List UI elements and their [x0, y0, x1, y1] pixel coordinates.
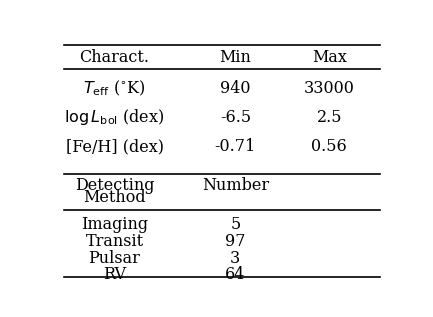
- Text: 5: 5: [230, 216, 240, 233]
- Text: $T_{\rm eff}$ ($^{\circ}$K): $T_{\rm eff}$ ($^{\circ}$K): [83, 78, 146, 98]
- Text: Detecting: Detecting: [75, 177, 154, 194]
- Text: 2.5: 2.5: [317, 109, 342, 126]
- Text: Number: Number: [202, 177, 269, 194]
- Text: $\log L_{\rm bol}$ (dex): $\log L_{\rm bol}$ (dex): [64, 107, 165, 127]
- Text: Min: Min: [220, 49, 251, 66]
- Text: Transit: Transit: [85, 233, 144, 250]
- Text: Max: Max: [312, 49, 347, 66]
- Text: -0.71: -0.71: [215, 138, 256, 155]
- Text: -6.5: -6.5: [220, 109, 251, 126]
- Text: 33000: 33000: [304, 80, 355, 97]
- Text: Pulsar: Pulsar: [89, 250, 140, 268]
- Text: 940: 940: [220, 80, 251, 97]
- Text: Charact.: Charact.: [80, 49, 149, 66]
- Text: 3: 3: [230, 250, 240, 268]
- Text: 0.56: 0.56: [311, 138, 347, 155]
- Text: 64: 64: [225, 266, 246, 283]
- Text: 97: 97: [225, 233, 246, 250]
- Text: Method: Method: [83, 190, 146, 206]
- Text: Imaging: Imaging: [81, 216, 148, 233]
- Text: [Fe/H] (dex): [Fe/H] (dex): [65, 138, 164, 155]
- Text: RV: RV: [103, 266, 126, 283]
